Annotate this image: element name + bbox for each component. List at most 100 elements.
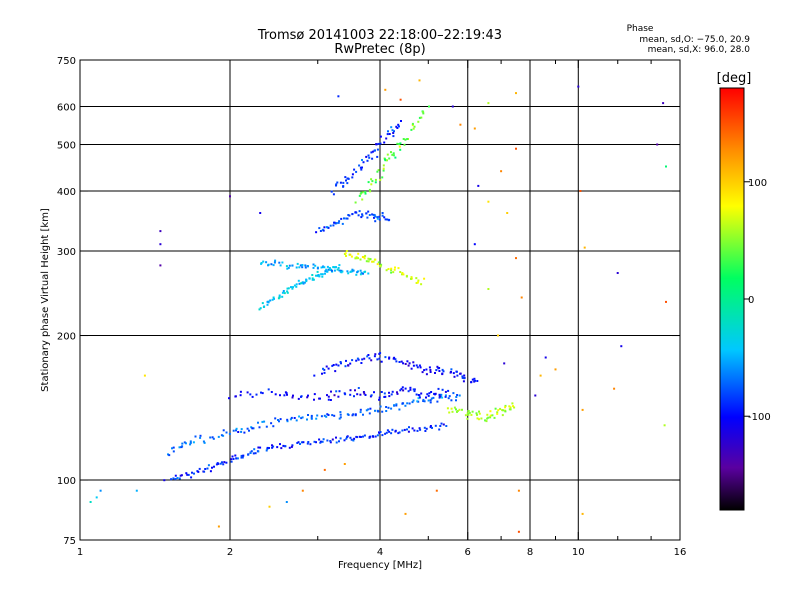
echo-point [356,271,359,274]
echo-point [325,268,328,271]
echo-point [379,431,382,433]
echo-point [384,395,387,398]
echo-point [363,392,366,395]
echo-point [391,153,394,156]
echo-point [367,210,370,213]
echo-point [393,130,395,133]
echo-point-sparse [579,190,582,192]
echo-point [303,281,306,284]
echo-point [219,462,222,465]
echo-point [351,359,354,362]
echo-point-sparse [487,288,490,290]
echo-point [320,273,323,276]
echo-point [329,224,332,227]
echo-point [441,368,444,371]
echo-point [340,362,342,365]
echo-point [374,149,376,152]
echo-point [307,414,309,416]
echo-point [307,394,309,397]
echo-point [293,417,296,419]
echo-point [371,157,374,160]
colorbar-ticks: 100 0 -100 [744,178,771,423]
echo-point [418,396,421,399]
echo-point [334,370,337,373]
echo-point [385,431,388,434]
echo-point [393,404,396,407]
echo-point [348,214,351,217]
echo-point [357,358,360,361]
echo-point [251,427,254,430]
echo-point [417,120,420,123]
echo-point [359,258,362,261]
echo-point [344,176,347,179]
echo-point [392,271,395,274]
echo-point [266,446,269,449]
echo-point [377,410,380,413]
echo-point [364,394,367,396]
echo-point [339,411,342,414]
echo-point [392,152,395,155]
echo-point [378,218,381,221]
echo-point [260,391,262,394]
echo-point-sparse [554,368,557,371]
echo-point [415,364,418,367]
echo-point [354,211,357,214]
echo-point [366,216,369,219]
echo-point [512,405,514,408]
echo-point [413,125,416,128]
echo-point [338,269,341,272]
echo-point [329,440,332,442]
echo-point [225,431,228,434]
echo-point [359,411,362,414]
echo-point [349,362,352,365]
echo-point [231,455,234,458]
echo-point [332,364,335,366]
echo-point [421,371,424,374]
echo-point [295,283,298,286]
echo-point [387,406,390,409]
echo-point-sparse [581,512,584,515]
echo-point [207,464,210,467]
echo-point [447,389,450,392]
echo-point [434,424,437,427]
echo-point-sparse [135,489,138,492]
echo-point-sparse [459,123,462,126]
echo-point [371,213,374,216]
echo-point [283,292,286,295]
echo-point [295,285,298,288]
echo-point [343,439,346,442]
echo-point [405,275,408,278]
echo-point [240,428,243,431]
echo-point [402,362,405,365]
echo-point [388,430,391,433]
echo-point [417,397,420,400]
echo-point [401,402,404,405]
echo-point [478,418,480,421]
echo-point [385,269,388,272]
echo-point [270,263,273,266]
echo-point [379,352,382,354]
echo-point [458,408,461,411]
echo-point [379,405,382,408]
echo-point [386,153,389,156]
echo-point [464,414,467,417]
echo-point [403,428,406,431]
echo-point [293,284,296,287]
echo-point [455,370,458,373]
echo-point [415,393,418,396]
echo-point [273,261,276,264]
echo-point [388,357,391,360]
echo-point [408,402,411,405]
echo-point [395,125,398,128]
echo-point [295,266,298,269]
echo-point [281,261,284,264]
echo-point [391,390,394,393]
echo-point [346,436,348,439]
echo-point [345,359,347,362]
echo-point [471,410,474,413]
echo-point [378,398,381,401]
echo-point [378,431,380,434]
echo-point-sparse [301,489,304,492]
echo-point [374,181,377,184]
